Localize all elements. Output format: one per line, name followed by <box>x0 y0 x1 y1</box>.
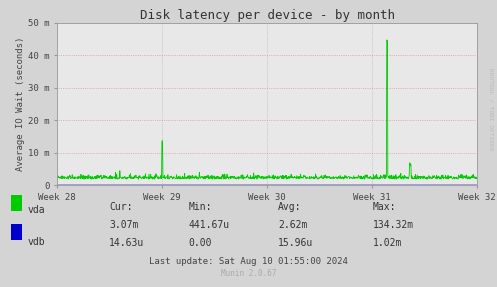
Text: 14.63u: 14.63u <box>109 238 145 248</box>
Text: vda: vda <box>27 205 45 215</box>
Title: Disk latency per device - by month: Disk latency per device - by month <box>140 9 395 22</box>
Text: Last update: Sat Aug 10 01:55:00 2024: Last update: Sat Aug 10 01:55:00 2024 <box>149 257 348 266</box>
Text: 134.32m: 134.32m <box>373 220 414 230</box>
Text: Cur:: Cur: <box>109 202 133 212</box>
Text: 441.67u: 441.67u <box>189 220 230 230</box>
Text: 1.02m: 1.02m <box>373 238 402 248</box>
Text: Munin 2.0.67: Munin 2.0.67 <box>221 269 276 278</box>
Text: 2.62m: 2.62m <box>278 220 308 230</box>
Text: 15.96u: 15.96u <box>278 238 314 248</box>
Text: 0.00: 0.00 <box>189 238 212 248</box>
Text: RRDTOOL / TOBI OETIKER: RRDTOOL / TOBI OETIKER <box>489 68 494 150</box>
Text: Max:: Max: <box>373 202 396 212</box>
Y-axis label: Average IO Wait (seconds): Average IO Wait (seconds) <box>16 37 25 171</box>
Text: 3.07m: 3.07m <box>109 220 139 230</box>
Text: vdb: vdb <box>27 237 45 247</box>
Text: Avg:: Avg: <box>278 202 302 212</box>
Text: Min:: Min: <box>189 202 212 212</box>
